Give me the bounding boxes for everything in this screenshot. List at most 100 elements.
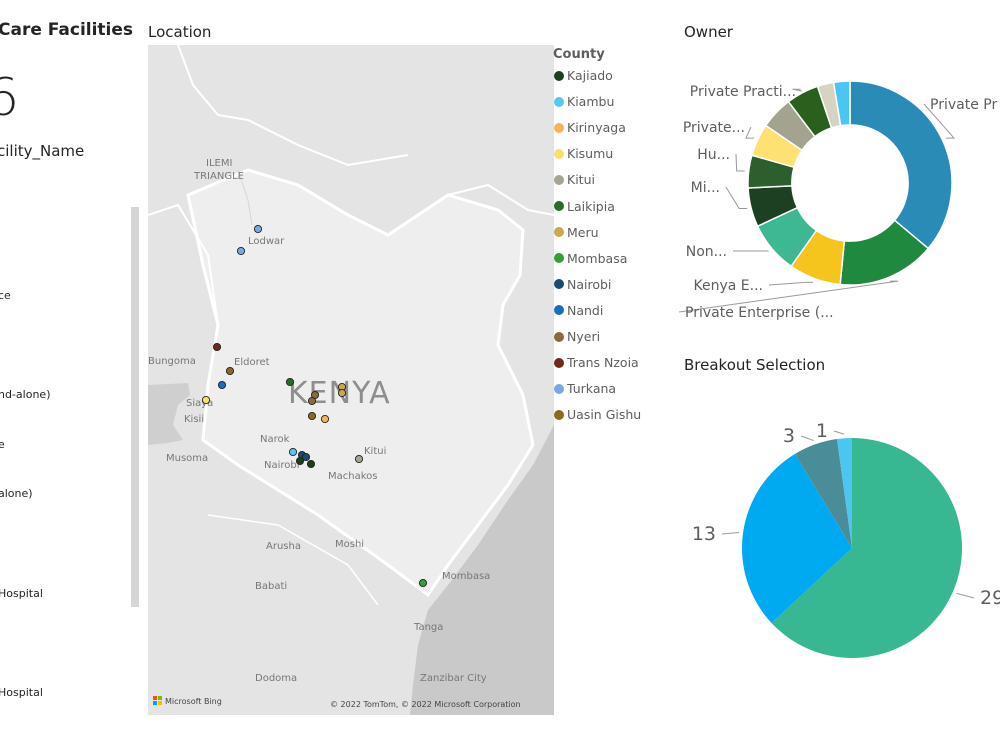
legend-item-label: Uasin Gishu — [567, 407, 642, 423]
microsoft-logo-icon — [153, 696, 157, 700]
map-point-kisumu[interactable] — [201, 395, 211, 405]
legend-item-mombasa[interactable]: Mombasa — [554, 251, 627, 267]
facility-list-item[interactable]: ce — [0, 289, 11, 302]
map-border — [207, 514, 379, 606]
legend-item-nyeri[interactable]: Nyeri — [554, 329, 600, 345]
map-point-mombasa[interactable] — [418, 578, 428, 588]
map-place-label: Machakos — [328, 471, 377, 482]
breakout-leader-line — [956, 592, 975, 599]
breakout-slice[interactable] — [794, 439, 852, 548]
legend-item-laikipia[interactable]: Laikipia — [554, 199, 615, 215]
map-place-label: Lodwar — [248, 236, 285, 247]
legend-item-label: Meru — [567, 224, 599, 240]
map-point-laikipia[interactable] — [285, 377, 295, 387]
legend-item-kajiado[interactable]: Kajiado — [554, 68, 613, 84]
owner-slice-label: Private Practi... — [690, 84, 796, 100]
care-facilities-title: Care Facilities — [0, 20, 134, 40]
map-point-kirinyaga[interactable] — [320, 414, 330, 424]
map-place-label: Mombasa — [442, 571, 490, 582]
breakout-leader-line — [833, 430, 845, 435]
map-point-kitui[interactable] — [354, 454, 364, 464]
breakout-slice[interactable] — [771, 438, 962, 658]
legend-dot-icon — [554, 409, 564, 420]
legend-item-kirinyaga[interactable]: Kirinyaga — [554, 120, 626, 136]
legend-item-label: Trans Nzoia — [567, 355, 639, 371]
facility-list-item[interactable]: nd-alone) — [0, 388, 51, 401]
legend-item-meru[interactable]: Meru — [554, 225, 599, 241]
owner-leader-line — [745, 126, 754, 139]
legend-item-label: Mombasa — [567, 250, 628, 266]
breakout-leader-line — [721, 531, 740, 535]
map-point-nandi[interactable] — [217, 380, 227, 390]
breakout-slice[interactable] — [742, 454, 852, 624]
legend-dot-icon — [554, 70, 564, 81]
facility-name-header: cility_Name — [0, 142, 85, 160]
facility-list-item[interactable]: Hospital — [0, 686, 43, 699]
map-place-label: Arusha — [266, 541, 301, 552]
location-title: Location — [148, 23, 212, 41]
owner-leader-line — [735, 153, 745, 172]
map-point-trans-nzoia[interactable] — [212, 342, 222, 352]
map-point-nairobi[interactable] — [301, 452, 311, 462]
legend-dot-icon — [554, 148, 564, 159]
legend-item-turkana[interactable]: Turkana — [554, 381, 616, 397]
legend-item-kisumu[interactable]: Kisumu — [554, 146, 613, 162]
facility-list-item[interactable]: e — [0, 438, 5, 451]
breakout-title: Breakout Selection — [684, 356, 826, 374]
legend-item-label: Nairobi — [567, 276, 612, 292]
legend-item-label: Laikipia — [567, 198, 615, 214]
legend-item-label: Kitui — [567, 172, 595, 188]
map-points-layer — [201, 224, 428, 588]
breakout-slice-label: 29 — [980, 587, 1000, 609]
map-border — [447, 183, 554, 216]
map-point-uasin-gishu[interactable] — [307, 411, 317, 421]
facility-list-item[interactable]: Hospital — [0, 587, 43, 600]
owner-donut-chart[interactable]: Private Pr Private Enterprise (... Kenya E… — [660, 45, 1000, 335]
map-point-kajiado[interactable] — [306, 459, 316, 469]
legend-dot-icon — [554, 253, 564, 264]
map-place-label: Eldoret — [234, 357, 270, 368]
kenya-land — [186, 168, 535, 598]
owner-slice-label: Non... — [686, 244, 727, 260]
facility-list-item[interactable]: alone) — [0, 487, 33, 500]
map-point-uasin-gishu[interactable] — [225, 366, 235, 376]
legend-item-label: Kisumu — [567, 146, 614, 162]
facility-count-card: 6 — [0, 68, 20, 128]
microsoft-logo-icon — [153, 701, 157, 705]
map-point-nyeri[interactable] — [307, 396, 317, 406]
breakout-slice-label: 1 — [816, 420, 828, 442]
map-point-meru[interactable] — [337, 388, 347, 398]
map-place-label: Tanga — [413, 622, 443, 633]
map-point-turkana[interactable] — [253, 224, 263, 234]
map-place-label: Musoma — [166, 453, 208, 464]
legend-title: County — [553, 47, 605, 62]
legend-dot-icon — [554, 201, 564, 211]
map-place-label: TRIANGLE — [193, 171, 244, 182]
owner-leader-line — [725, 186, 748, 209]
owner-slice-label: Private Enterprise (... — [685, 305, 834, 321]
legend-dot-icon — [554, 357, 564, 368]
map-point-kajiado[interactable] — [295, 456, 305, 466]
map-point-kiambu[interactable] — [288, 447, 298, 457]
legend-dot-icon — [554, 122, 564, 133]
map-place-label: Kitui — [364, 446, 386, 457]
legend-item-nandi[interactable]: Nandi — [554, 303, 603, 319]
legend-item-kiambu[interactable]: Kiambu — [554, 94, 614, 110]
map-place-label: Kisii — [184, 414, 204, 425]
map-point-turkana[interactable] — [236, 246, 246, 256]
legend-item-kitui[interactable]: Kitui — [554, 172, 595, 188]
breakout-slice[interactable] — [837, 438, 852, 548]
legend-item-uasin-gishu[interactable]: Uasin Gishu — [554, 407, 641, 423]
facility-list-scrollbar[interactable] — [131, 207, 139, 607]
legend-item-trans-nzoia[interactable]: Trans Nzoia — [554, 355, 639, 371]
map-place-label: Siaya — [186, 398, 213, 409]
legend-dot-icon — [554, 174, 564, 185]
legend-item-nairobi[interactable]: Nairobi — [554, 277, 611, 293]
owner-leader-line — [768, 281, 814, 286]
owner-slice[interactable] — [849, 80, 953, 250]
owner-slice[interactable] — [832, 80, 851, 127]
location-map[interactable]: ILEMI TRIANGLE Lodwar Bungoma Eldoret Si… — [148, 45, 554, 715]
legend-item-label: Nyeri — [567, 329, 601, 344]
map-place-label: Dodoma — [255, 673, 297, 684]
breakout-pie-chart[interactable]: 29 13 3 1 — [660, 380, 1000, 690]
